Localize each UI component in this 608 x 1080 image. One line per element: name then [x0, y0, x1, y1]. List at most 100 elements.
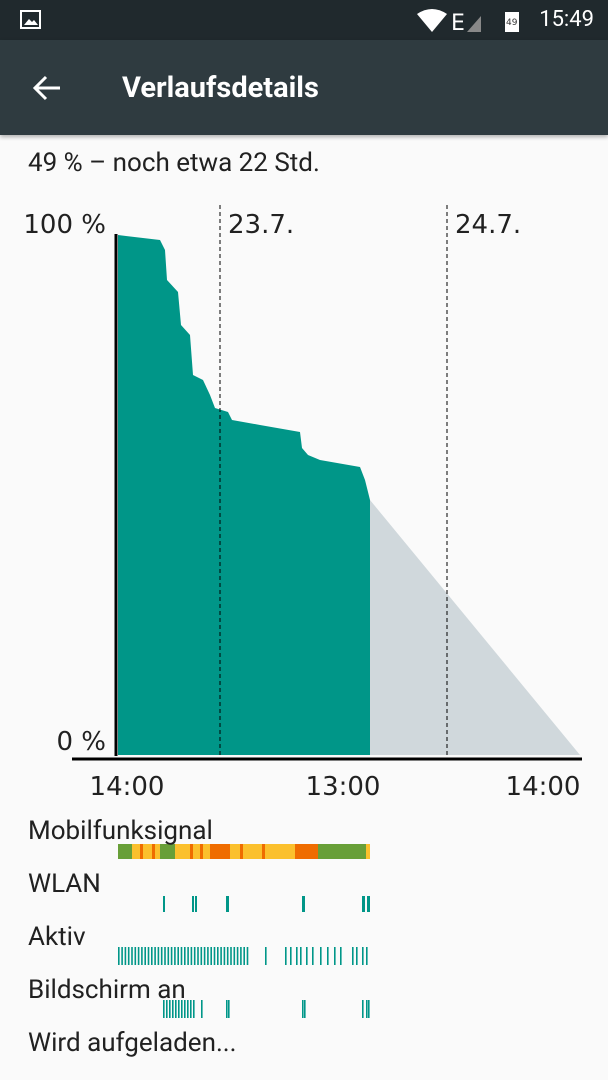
activity-tick [180, 947, 183, 965]
activity-tick [362, 947, 364, 965]
row-label: WLAN [28, 869, 101, 899]
activity-tick [334, 947, 336, 965]
activity-tick [157, 947, 160, 965]
screen-tick [175, 1000, 177, 1018]
activity-tick [340, 947, 342, 965]
toolbar: Verlaufsdetails [0, 40, 608, 135]
activity-tick [151, 947, 153, 965]
activity-tick [290, 947, 292, 965]
signal-segment [366, 844, 370, 859]
activity-tick [300, 947, 302, 965]
activity-tick [312, 947, 314, 965]
signal-segment [318, 844, 366, 859]
x-label: 14:00 [506, 772, 581, 802]
activity-tick [226, 947, 229, 965]
activity-tick [366, 947, 368, 965]
screen-tick [362, 1000, 364, 1018]
wlan-tick [226, 896, 229, 912]
y-label: 100 % [23, 210, 106, 240]
screen-tick [187, 1000, 189, 1018]
signal-segment [140, 844, 143, 859]
row-label: Bildschirm an [28, 975, 186, 1005]
signal-segment [118, 844, 132, 859]
activity-tick [320, 947, 322, 965]
activity-tick [356, 947, 358, 965]
wlan-tick [195, 896, 197, 912]
wlan-tick [362, 896, 365, 912]
day-label: 24.7. [455, 210, 521, 240]
signal-segment [210, 844, 230, 859]
activity-tick [174, 947, 176, 965]
activity-tick [127, 947, 130, 965]
activity-tick [124, 947, 127, 965]
signal-segment [200, 844, 203, 859]
signal-segment [262, 844, 265, 859]
activity-tick [207, 947, 209, 965]
activity-tick [200, 947, 203, 965]
activity-tick [220, 947, 222, 965]
activity-tick [170, 947, 173, 965]
y-label: 0 % [56, 727, 106, 757]
activity-tick [144, 947, 146, 965]
screen-tick [178, 1000, 180, 1018]
activity-tick [217, 947, 219, 965]
activity-tick [177, 947, 179, 965]
row-label: Wird aufgeladen... [28, 1028, 237, 1058]
activity-tick [121, 947, 123, 965]
day-label: 23.7. [228, 210, 294, 240]
screen-tick [190, 1000, 192, 1018]
screen-tick [163, 1000, 165, 1018]
screen-tick [304, 1000, 306, 1018]
activity-tick [193, 947, 196, 965]
x-label: 13:00 [306, 772, 381, 802]
signal-segment [312, 844, 315, 859]
activity-tick [210, 947, 212, 965]
activity-tick [352, 947, 354, 965]
row-label: Aktiv [28, 922, 86, 952]
activity-tick [230, 947, 232, 965]
activity-tick [327, 947, 329, 965]
activity-tick [240, 947, 242, 965]
wlan-tick [367, 896, 370, 912]
signal-segment [222, 844, 225, 859]
activity-tick [265, 947, 267, 965]
screen-tick [193, 1000, 195, 1018]
activity-tick [164, 947, 166, 965]
screen-tick [184, 1000, 186, 1018]
screen-tick [181, 1000, 183, 1018]
wlan-tick [192, 896, 194, 912]
signal-segment [160, 844, 175, 859]
activity-tick [131, 947, 133, 965]
status-icons: E 49 [417, 9, 519, 34]
screen-tick [226, 1000, 228, 1018]
battery-level: 49 [506, 18, 518, 28]
activity-tick [197, 947, 199, 965]
activity-tick [213, 947, 216, 965]
signal-segment [132, 844, 160, 859]
x-label: 14:00 [90, 772, 165, 802]
activity-tick [203, 947, 206, 965]
activity-tick [137, 947, 140, 965]
activity-tick [134, 947, 137, 965]
screen-tick [169, 1000, 171, 1018]
toolbar-title: Verlaufsdetails [122, 71, 319, 105]
prediction-area [370, 500, 580, 755]
signal-segment [190, 844, 193, 859]
signal-segment [152, 844, 155, 859]
screen-tick [166, 1000, 168, 1018]
screen-tick [302, 1000, 304, 1018]
activity-tick [246, 947, 249, 965]
activity-tick [154, 947, 156, 965]
row-label: Mobilfunksignal [28, 816, 213, 846]
screen-tick [228, 1000, 230, 1018]
wlan-tick [163, 896, 165, 912]
screen-tick [201, 1000, 203, 1018]
summary: 49 % – noch etwa 22 Std. [28, 148, 320, 178]
activity-tick [285, 947, 287, 965]
activity-tick [296, 947, 298, 965]
battery-area [118, 235, 370, 755]
signal-segment [300, 844, 303, 859]
screen-tick [368, 1000, 370, 1018]
back-button[interactable] [32, 74, 62, 102]
